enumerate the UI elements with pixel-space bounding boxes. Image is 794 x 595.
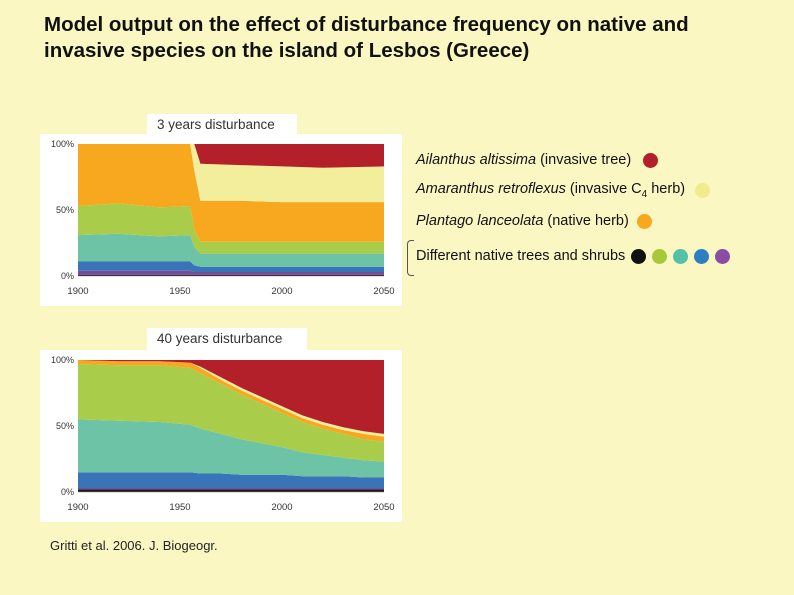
- y-tick-label: 100%: [51, 355, 74, 365]
- legend-note: (invasive tree): [536, 152, 632, 168]
- panel2-label: 40 years disturbance: [147, 328, 307, 350]
- y-tick-label: 0%: [61, 271, 74, 281]
- legend-note-sub: 4: [641, 188, 648, 200]
- blue-dot-icon: [694, 248, 710, 264]
- x-tick-label: 1950: [169, 502, 190, 513]
- x-tick-label: 2000: [271, 286, 292, 297]
- x-tick-label: 2050: [373, 502, 394, 513]
- legend-species: Plantago lanceolata: [416, 213, 544, 229]
- area-ailanthus-altissima: [78, 360, 384, 434]
- y-tick-label: 0%: [61, 487, 74, 497]
- area-black-native: [78, 274, 384, 276]
- area-plantago-lanceolata: [78, 144, 384, 242]
- area-teal-native: [78, 419, 384, 478]
- citation: Gritti et al. 2006. J. Biogeogr.: [50, 538, 218, 553]
- area-plantago-lanceolata: [78, 360, 384, 442]
- yellow-dot-icon: [695, 182, 711, 198]
- legend-note-post: herb): [647, 181, 686, 197]
- panel2-title: 40 years disturbance: [157, 331, 283, 346]
- slide-title: Model output on the effect of disturbanc…: [44, 13, 689, 62]
- legend-species: Ailanthus altissima: [416, 152, 537, 168]
- panel1-title: 3 years disturbance: [157, 117, 275, 132]
- y-tick-label: 100%: [51, 139, 74, 149]
- legend-ailanthus: Ailanthus altissima (invasive tree): [416, 152, 659, 168]
- x-tick-label: 2050: [373, 286, 394, 297]
- purple-dot-icon: [715, 248, 731, 264]
- legend-natives: Different native trees and shrubs: [416, 248, 731, 264]
- area-purple-native: [78, 488, 384, 490]
- legend-species: Amaranthus retroflexus: [416, 181, 566, 197]
- x-tick-label: 1900: [67, 502, 88, 513]
- panel1-label: 3 years disturbance: [147, 114, 297, 136]
- legend-note: Different native trees and shrubs: [416, 248, 626, 264]
- legend-bracket: [407, 240, 414, 276]
- x-tick-label: 1950: [169, 286, 190, 297]
- green-dot-icon: [652, 248, 668, 264]
- chart-3yr: 0% 50% 100% 1900 1950 2000 2050: [51, 139, 395, 297]
- y-tick-label: 50%: [56, 205, 74, 215]
- area-ailanthus-altissima: [78, 144, 384, 168]
- area-amaranthus-retroflexus: [78, 144, 384, 203]
- black-dot-icon: [631, 248, 647, 264]
- legend-note-pre: (invasive C: [565, 181, 642, 197]
- orange-dot-icon: [636, 213, 652, 229]
- teal-dot-icon: [673, 248, 689, 264]
- chart-40yr-box: 0% 50% 100% 1900 1950 2000 2050: [40, 350, 402, 522]
- area-purple-native: [78, 270, 384, 275]
- chart-3yr-box: 0% 50% 100% 1900 1950 2000 2050: [40, 134, 402, 306]
- area-green-native: [78, 203, 384, 254]
- area-blue-native: [78, 261, 384, 272]
- x-tick-label: 2000: [271, 502, 292, 513]
- legend-plantago: Plantago lanceolata (native herb): [416, 213, 652, 229]
- y-tick-label: 50%: [56, 421, 74, 431]
- x-tick-label: 1900: [67, 286, 88, 297]
- legend-note: (native herb): [543, 213, 629, 229]
- area-amaranthus-retroflexus: [78, 360, 384, 437]
- area-teal-native: [78, 233, 384, 267]
- area-black-native: [78, 489, 384, 492]
- chart-40yr: 0% 50% 100% 1900 1950 2000 2050: [51, 355, 395, 513]
- area-blue-native: [78, 472, 384, 488]
- area-green-native: [78, 364, 384, 462]
- legend-amaranthus: Amaranthus retroflexus (invasive C4 herb…: [416, 181, 711, 200]
- red-dot-icon: [643, 152, 659, 168]
